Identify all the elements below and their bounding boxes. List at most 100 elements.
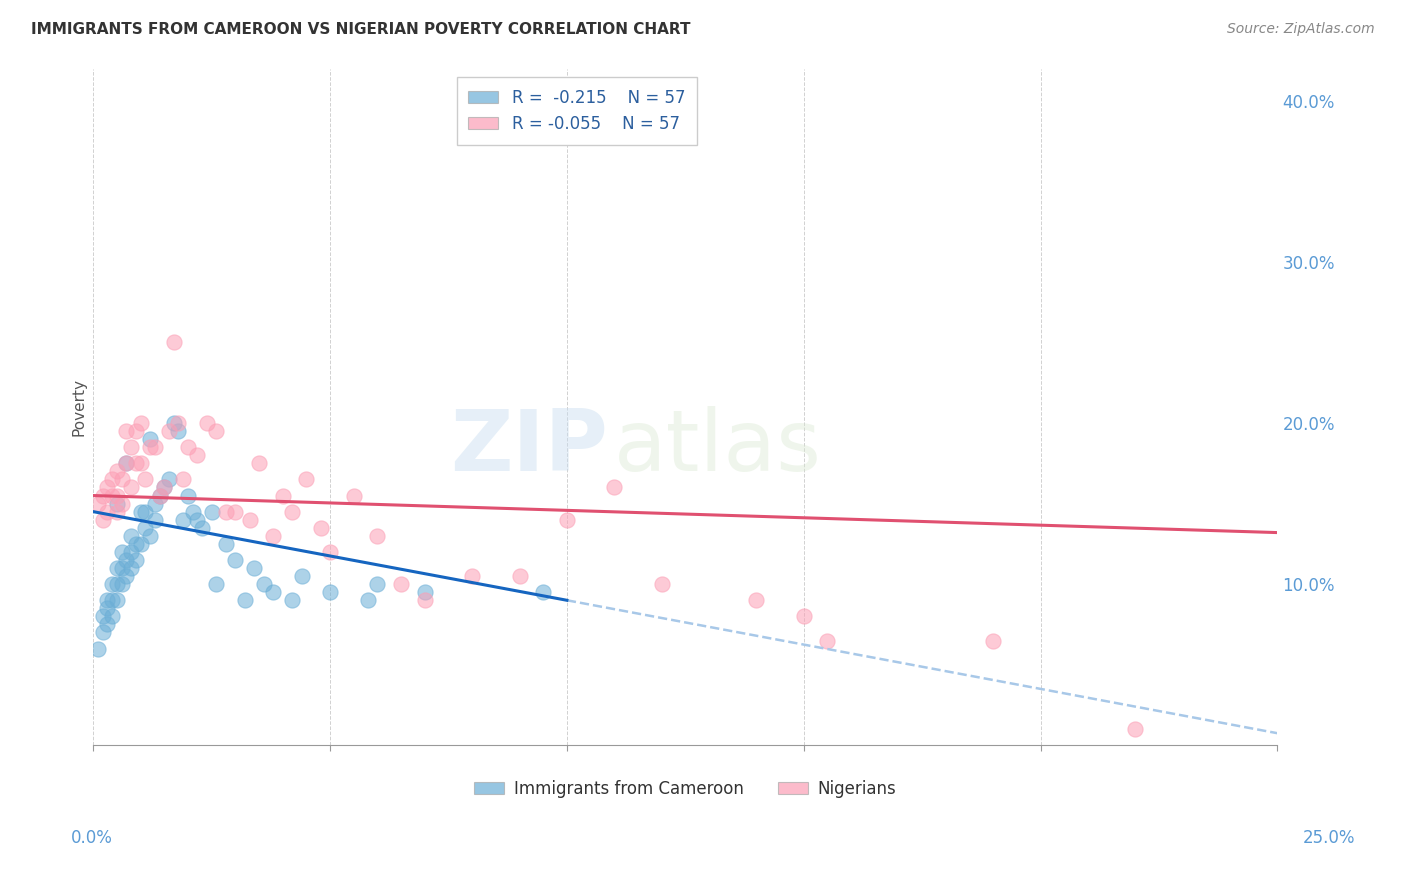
Point: [163, 335, 186, 350]
Point: [96, 505, 118, 519]
Point: [115, 553, 138, 567]
Point: [981, 633, 1004, 648]
Point: [253, 577, 276, 591]
Legend: Immigrants from Cameroon, Nigerians: Immigrants from Cameroon, Nigerians: [468, 773, 903, 805]
Point: [366, 529, 388, 543]
Point: [110, 545, 132, 559]
Point: [205, 424, 228, 438]
Point: [125, 424, 148, 438]
Point: [101, 609, 124, 624]
Point: [262, 585, 284, 599]
Point: [153, 480, 176, 494]
Point: [291, 569, 314, 583]
Point: [413, 585, 436, 599]
Point: [603, 480, 626, 494]
Point: [167, 424, 190, 438]
Point: [96, 617, 118, 632]
Point: [115, 569, 138, 583]
Point: [215, 537, 238, 551]
Point: [508, 569, 530, 583]
Point: [319, 545, 342, 559]
Point: [115, 456, 138, 470]
Text: Source: ZipAtlas.com: Source: ZipAtlas.com: [1227, 22, 1375, 37]
Point: [139, 529, 162, 543]
Point: [120, 440, 142, 454]
Point: [110, 561, 132, 575]
Point: [105, 593, 128, 607]
Text: ZIP: ZIP: [450, 406, 609, 489]
Point: [186, 513, 208, 527]
Point: [238, 513, 260, 527]
Point: [143, 440, 166, 454]
Point: [262, 529, 284, 543]
Point: [91, 625, 114, 640]
Point: [157, 424, 180, 438]
Point: [91, 513, 114, 527]
Point: [120, 545, 142, 559]
Point: [120, 529, 142, 543]
Point: [172, 472, 194, 486]
Point: [793, 609, 815, 624]
Point: [110, 577, 132, 591]
Point: [247, 456, 270, 470]
Point: [389, 577, 412, 591]
Point: [125, 456, 148, 470]
Point: [125, 553, 148, 567]
Text: IMMIGRANTS FROM CAMEROON VS NIGERIAN POVERTY CORRELATION CHART: IMMIGRANTS FROM CAMEROON VS NIGERIAN POV…: [31, 22, 690, 37]
Point: [215, 505, 238, 519]
Point: [177, 440, 200, 454]
Point: [96, 593, 118, 607]
Point: [134, 521, 156, 535]
Point: [91, 489, 114, 503]
Point: [143, 497, 166, 511]
Point: [531, 585, 554, 599]
Point: [134, 472, 156, 486]
Text: 25.0%: 25.0%: [1302, 829, 1355, 847]
Point: [343, 489, 366, 503]
Point: [110, 472, 132, 486]
Point: [148, 489, 170, 503]
Point: [461, 569, 484, 583]
Point: [125, 537, 148, 551]
Point: [134, 505, 156, 519]
Point: [96, 480, 118, 494]
Point: [366, 577, 388, 591]
Point: [191, 521, 214, 535]
Point: [105, 497, 128, 511]
Point: [87, 641, 110, 656]
Point: [243, 561, 266, 575]
Point: [224, 505, 246, 519]
Point: [745, 593, 768, 607]
Point: [87, 497, 110, 511]
Point: [1123, 722, 1146, 736]
Point: [105, 505, 128, 519]
Point: [120, 480, 142, 494]
Point: [233, 593, 256, 607]
Point: [120, 561, 142, 575]
Point: [195, 416, 218, 430]
Point: [115, 456, 138, 470]
Point: [101, 489, 124, 503]
Point: [115, 424, 138, 438]
Point: [201, 505, 224, 519]
Point: [91, 609, 114, 624]
Point: [309, 521, 332, 535]
Point: [139, 432, 162, 446]
Point: [129, 537, 152, 551]
Point: [651, 577, 673, 591]
Point: [129, 456, 152, 470]
Point: [172, 513, 194, 527]
Point: [105, 489, 128, 503]
Point: [413, 593, 436, 607]
Point: [105, 561, 128, 575]
Point: [181, 505, 204, 519]
Point: [143, 513, 166, 527]
Text: atlas: atlas: [614, 406, 823, 489]
Point: [101, 472, 124, 486]
Point: [148, 489, 170, 503]
Point: [101, 593, 124, 607]
Point: [205, 577, 228, 591]
Point: [281, 593, 304, 607]
Point: [110, 497, 132, 511]
Point: [96, 601, 118, 615]
